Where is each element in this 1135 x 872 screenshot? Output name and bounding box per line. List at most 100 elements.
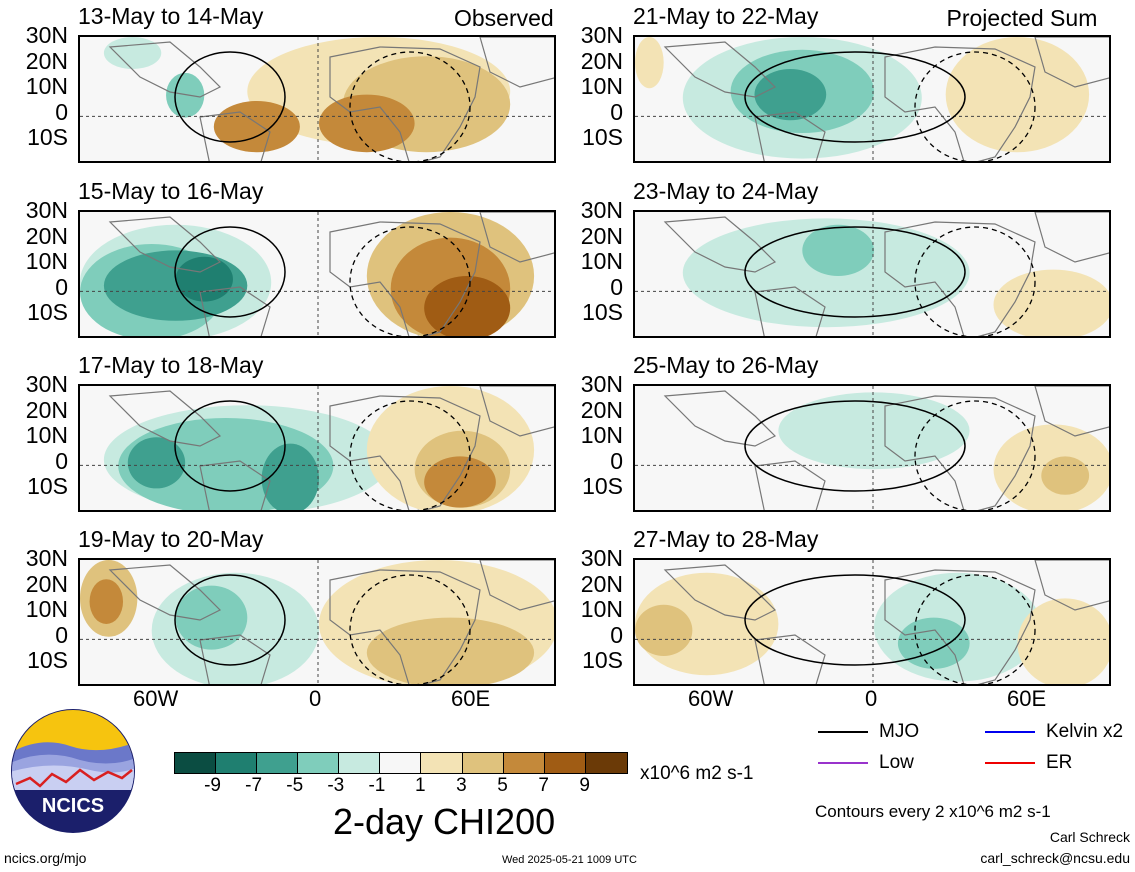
lat-label: 10S [27,299,68,325]
mjo-contour-negative [914,574,1036,684]
panel-title: 19-May to 20-May [78,526,264,552]
lat-label: 10N [580,596,623,622]
panel-title: 25-May to 26-May [633,352,819,378]
lat-label: 30N [580,22,623,48]
colorbar-tick-label: 5 [497,775,508,796]
coastline [199,460,271,510]
lat-label: 10N [25,422,68,448]
lat-label: 30N [25,22,68,48]
legend-label-kelvin: Kelvin x2 [1046,721,1124,742]
lat-label: 10N [25,596,68,622]
mjo-contour-negative [349,51,471,161]
anomaly-shading [366,617,535,684]
lon-label-0-right: 0 [865,686,878,711]
footer-email[interactable]: carl_schreck@ncsu.edu [980,850,1130,866]
coastline [1034,37,1109,88]
colorbar-swatch [544,753,586,773]
logo-text: NCICS [42,795,104,817]
mjo-contour [744,51,966,143]
footer-url[interactable]: ncics.org/mjo [4,850,87,866]
footer-author: Carl Schreck [1049,829,1130,845]
chi200-map [633,558,1111,686]
colorbar-swatch [339,753,381,773]
colorbar-tick-label: -1 [368,775,386,796]
lat-label: 30N [580,545,623,571]
colorbar-swatch [503,753,545,773]
lat-label: 10N [580,422,623,448]
colorbar-tick-label: 3 [456,775,467,796]
colorbar-tick-label: -7 [245,775,263,796]
colorbar-swatch [257,753,299,773]
colorbar-swatch [380,753,422,773]
coastline [754,111,826,161]
lat-label: 10S [582,473,623,499]
colorbar-tick-label: 1 [415,775,426,796]
lat-label: 20N [580,222,623,249]
coastline [108,564,222,621]
panel-title: 17-May to 18-May [78,352,264,378]
anomaly-shading [213,101,300,153]
anomaly-shading [127,437,186,489]
anomaly-shading [89,579,124,624]
coastline [1034,560,1109,611]
coastline [479,560,554,611]
lat-label: 20N [25,570,68,597]
anomaly-shading [802,224,874,276]
legend-label-low: Low [879,752,914,773]
colorbar-swatch [298,753,340,773]
lat-label: 0 [610,98,623,125]
chi200-map [633,210,1111,338]
lat-label: 10S [27,473,68,499]
colorbar-title: 2-day CHI200 [333,801,556,842]
chi200-map [78,384,556,512]
colorbar-tick-label: -9 [204,775,221,796]
colorbar-units: x10^6 m2 s-1 [640,763,754,784]
mjo-contour-negative [349,574,471,684]
anomaly-shading [175,256,233,302]
chi200-map [78,558,556,686]
coastline [108,390,222,447]
anomaly-shading [897,617,970,669]
lat-label: 30N [25,371,68,397]
anomaly-shading [778,392,970,470]
colorbar [174,752,628,774]
coastline [108,216,222,273]
lat-label: 0 [55,621,68,648]
anomaly-shading [635,37,664,89]
lon-label-60w-right: 60W [688,686,734,711]
lat-label: 10N [25,73,68,99]
anomaly-shading [945,37,1090,153]
anomaly-shading [103,37,162,69]
colorbar-tick-label: 7 [538,775,549,796]
coastline [663,564,777,621]
coastline [108,41,222,98]
contour-note: Contours every 2 x10^6 m2 s-1 [815,802,1051,821]
lat-label: 30N [580,197,623,223]
lat-label: 30N [580,371,623,397]
coastline [199,286,271,336]
coastline [479,212,554,263]
anomaly-shading [175,585,248,650]
chi200-map [78,35,556,163]
lat-label: 20N [580,570,623,597]
colorbar-swatch [462,753,504,773]
mjo-contour-negative [914,400,1036,510]
coastline [754,634,826,684]
anomaly-shading [166,72,205,118]
mjo-contour-negative [349,400,471,510]
lat-label: 10S [582,647,623,673]
coastline [884,395,1036,510]
legend-line-low [818,762,868,764]
legend-label-er: ER [1046,752,1073,773]
mjo-contour [174,51,286,143]
legend-line-mjo [818,731,868,733]
footer-timestamp: Wed 2025-05-21 1009 UTC [502,854,637,866]
mjo-contour [174,400,286,492]
mjo-contour-negative [914,226,1036,336]
coastline [1034,386,1109,437]
anomaly-shading [1041,456,1090,495]
mjo-contour [174,226,286,318]
anomaly-shading [319,94,415,153]
anomaly-shading [754,69,827,121]
coastline [479,386,554,437]
